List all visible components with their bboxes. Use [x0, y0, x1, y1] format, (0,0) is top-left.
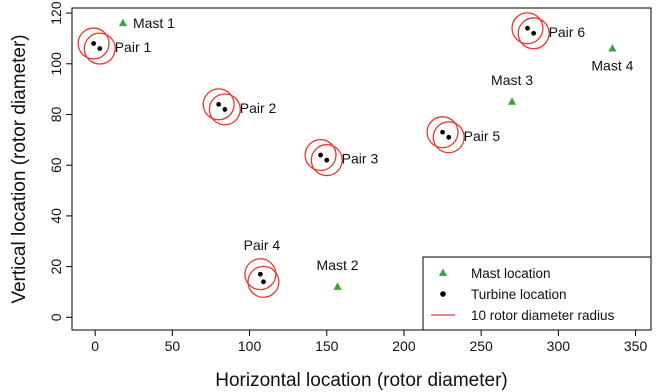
- legend-entry: Mast location: [471, 266, 551, 281]
- data-marks: [91, 18, 617, 290]
- radius-circle: [517, 17, 550, 50]
- pair-label: Pair 1: [115, 39, 152, 55]
- radius-circle: [511, 12, 544, 45]
- x-axis-title: Horizontal location (rotor diameter): [215, 370, 508, 391]
- legend: Mast location Turbine location 10 rotor di…: [422, 256, 652, 331]
- turbine-point: [440, 129, 445, 135]
- x-tick-label: 200: [392, 338, 416, 354]
- mast-label: Mast 3: [491, 72, 533, 88]
- y-tick-label: 100: [48, 52, 64, 76]
- x-tick-label: 300: [547, 338, 571, 354]
- pair-label: Pair 3: [342, 151, 379, 167]
- turbine-point: [531, 30, 537, 36]
- x-tick-label: 150: [315, 338, 339, 354]
- y-tick-label: 0: [48, 313, 64, 321]
- radius-circle: [77, 27, 110, 60]
- point-labels: Pair 1 Pair 2 Pair 3 Pair 4 Pair 5 Pair 6 Mast…: [115, 15, 634, 273]
- radius-circle: [202, 88, 235, 121]
- axes: 0 50 100 150 200 250 300 350 0 20 40 60 80 100 120: [48, 1, 647, 354]
- y-tick-label: 40: [48, 208, 64, 224]
- legend-box: [422, 256, 652, 331]
- turbine-point: [257, 271, 263, 277]
- turbine-point: [318, 152, 323, 158]
- turbine-point: [222, 107, 228, 112]
- x-tick-label: 100: [238, 338, 262, 354]
- mast-point: [118, 18, 128, 27]
- radius-circle: [432, 121, 465, 154]
- x-tick-label: 0: [91, 338, 99, 354]
- pair-label: Pair 4: [244, 237, 281, 253]
- radius-circle: [247, 265, 280, 298]
- radius-circle: [310, 144, 343, 177]
- mast-point: [608, 44, 617, 52]
- mast-label: Mast 2: [317, 257, 359, 273]
- x-tick-label: 350: [624, 338, 648, 354]
- turbine-point: [261, 279, 266, 285]
- mast-point: [507, 97, 517, 105]
- y-axis-title: Vertical location (rotor diameter): [9, 34, 30, 303]
- y-tick-label: 60: [48, 157, 64, 173]
- pair-label: Pair 2: [240, 100, 277, 116]
- turbine-point: [216, 101, 222, 107]
- radius-circle: [304, 138, 337, 172]
- legend-entry: 10 rotor diameter radius: [471, 308, 615, 323]
- turbine-point: [324, 157, 330, 163]
- radius-circle: [83, 32, 116, 65]
- radius-circles: [77, 12, 550, 298]
- legend-mast-symbol: [438, 268, 448, 276]
- pair-label: Pair 5: [464, 128, 501, 144]
- x-tick-label: 250: [469, 338, 493, 354]
- y-tick-label: 120: [48, 1, 64, 25]
- radius-circle: [426, 116, 459, 149]
- mast-label: Mast 4: [591, 58, 633, 74]
- legend-turbine-symbol: [440, 291, 446, 297]
- y-tick-label: 20: [48, 259, 64, 275]
- turbine-point: [525, 25, 530, 31]
- radius-circle: [208, 93, 241, 126]
- x-tick-label: 50: [165, 338, 181, 354]
- turbine-point: [97, 46, 103, 51]
- radius-circle: [244, 258, 277, 291]
- mast-point: [333, 282, 342, 290]
- legend-entry: Turbine location: [471, 287, 567, 302]
- turbine-point: [91, 41, 97, 46]
- plot-frame: [71, 7, 652, 331]
- turbine-point: [446, 134, 452, 140]
- mast-label: Mast 1: [133, 15, 175, 31]
- y-tick-label: 80: [48, 106, 64, 122]
- pair-label: Pair 6: [549, 24, 586, 40]
